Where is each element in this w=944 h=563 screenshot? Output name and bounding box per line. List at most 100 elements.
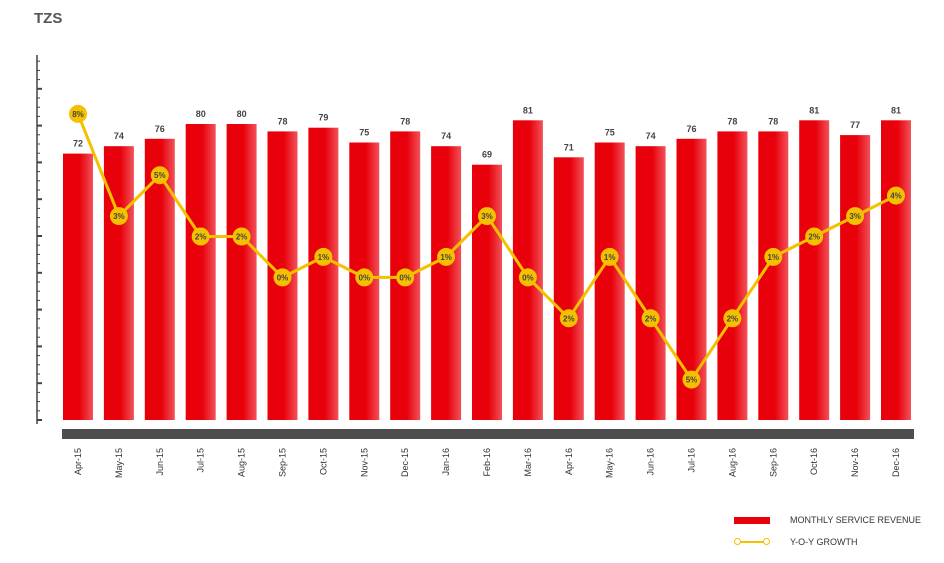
bar-value-label: 78 (400, 116, 410, 126)
growth-value-label: 1% (318, 253, 330, 262)
x-tick-label: Jul-15 (196, 448, 206, 473)
bar-value-label: 78 (277, 116, 287, 126)
legend-bar-swatch (734, 516, 770, 524)
growth-point-May-16: 1% (600, 247, 619, 266)
bar-value-label: 78 (768, 116, 778, 126)
bar-May-16 (594, 142, 625, 420)
x-tick-label: Dec-16 (891, 448, 901, 477)
growth-point-Oct-16: 2% (805, 227, 824, 246)
bar-Oct-15 (308, 127, 339, 420)
legend-item-growth: Y-O-Y GROWTH (734, 537, 858, 547)
x-tick-label: May-16 (605, 448, 615, 478)
growth-point-Aug-16: 2% (723, 309, 742, 328)
growth-point-Aug-15: 2% (232, 227, 251, 246)
x-tick-label: Dec-15 (400, 448, 410, 477)
bar-value-label: 74 (441, 131, 451, 141)
growth-marker (805, 227, 824, 246)
x-tick-label: Oct-16 (809, 448, 819, 475)
bar-Jan-16 (431, 146, 462, 420)
growth-value-label: 0% (522, 273, 534, 282)
bar-value-label: 72 (73, 139, 83, 149)
growth-point-Apr-16: 2% (559, 309, 578, 328)
growth-marker (518, 268, 537, 287)
growth-value-label: 1% (604, 253, 616, 262)
growth-marker (437, 247, 456, 266)
x-tick-label: Apr-15 (73, 448, 83, 475)
growth-point-Jun-15: 5% (150, 166, 169, 185)
x-tick-label: Jun-16 (646, 448, 656, 476)
growth-marker (232, 227, 251, 246)
y-axis (36, 55, 914, 439)
x-tick-label: Feb-16 (482, 448, 492, 477)
growth-point-Dec-16: 4% (887, 186, 905, 205)
growth-point-Jun-16: 2% (641, 309, 660, 328)
bar-series: 72 74 76 80 80 78 79 75 78 74 69 81 71 75 74 76 78 78 81 77… (63, 105, 911, 421)
x-tick-label: Sep-15 (278, 448, 288, 477)
bar-value-label: 80 (237, 109, 247, 119)
x-tick-label: Jun-15 (155, 448, 165, 476)
bar-Sep-16 (758, 131, 789, 420)
bar-Dec-16 (881, 120, 911, 421)
bar-value-label: 81 (891, 105, 901, 115)
chart-title: TZS (34, 10, 63, 27)
bar-value-label: 78 (727, 116, 737, 126)
x-axis-band (62, 429, 914, 439)
x-tick-label: Oct-15 (318, 448, 328, 475)
growth-point-Nov-16: 3% (846, 207, 865, 226)
legend-label-revenue: MONTHLY SERVICE REVENUE (790, 515, 922, 525)
bar-value-label: 76 (686, 124, 696, 134)
x-tick-label: Nov-16 (850, 448, 860, 477)
growth-value-label: 8% (72, 110, 84, 119)
x-tick-label: Sep-16 (768, 448, 778, 477)
x-tick-label: Jan-16 (441, 448, 451, 476)
x-axis-labels: Apr-15 May-15 Jun-15 Jul-15 Aug-15 Sep-15 Oct-… (73, 448, 901, 478)
bar-value-label: 76 (155, 124, 165, 134)
growth-marker (559, 309, 578, 328)
growth-marker (600, 247, 619, 266)
growth-value-label: 5% (154, 171, 166, 180)
growth-marker (109, 207, 128, 226)
growth-value-label: 2% (727, 314, 739, 323)
growth-value-label: 0% (399, 273, 411, 282)
growth-point-Apr-15: 8% (69, 104, 87, 123)
growth-marker (150, 166, 169, 185)
growth-marker (887, 186, 905, 205)
growth-value-label: 1% (440, 253, 452, 262)
bar-Oct-16 (799, 120, 830, 421)
growth-point-Dec-15: 0% (396, 268, 415, 287)
growth-point-Nov-15: 0% (355, 268, 374, 287)
legend-item-revenue: MONTHLY SERVICE REVENUE (734, 515, 921, 525)
growth-value-label: 5% (686, 376, 698, 385)
legend-line-swatch (734, 537, 770, 547)
bar-value-label: 74 (114, 131, 124, 141)
growth-point-Feb-16: 3% (478, 207, 496, 226)
x-tick-label: Mar-16 (523, 448, 533, 477)
growth-marker (273, 268, 292, 287)
bar-Aug-16 (717, 131, 748, 420)
growth-point-Jul-15: 2% (191, 227, 210, 246)
growth-value-label: 2% (808, 233, 820, 242)
x-tick-label: Aug-16 (727, 448, 737, 477)
growth-value-label: 3% (481, 212, 493, 221)
bar-Feb-16 (472, 164, 502, 420)
x-tick-label: Aug-15 (237, 448, 247, 477)
growth-value-label: 2% (236, 233, 248, 242)
growth-marker (846, 207, 865, 226)
growth-value-label: 1% (768, 253, 780, 262)
growth-value-label: 2% (195, 233, 207, 242)
growth-value-label: 3% (849, 212, 861, 221)
growth-value-label: 3% (113, 212, 125, 221)
bar-value-label: 69 (482, 150, 492, 160)
bar-value-label: 79 (318, 113, 328, 123)
growth-marker (764, 247, 783, 266)
growth-marker (641, 309, 660, 328)
bar-value-label: 77 (850, 120, 860, 130)
growth-value-label: 0% (359, 273, 371, 282)
bar-Jul-15 (185, 124, 216, 420)
growth-marker (355, 268, 374, 287)
x-tick-label: Jul-16 (687, 448, 697, 473)
growth-marker (682, 370, 701, 389)
bar-Jun-16 (635, 146, 666, 420)
bar-value-label: 74 (646, 131, 656, 141)
